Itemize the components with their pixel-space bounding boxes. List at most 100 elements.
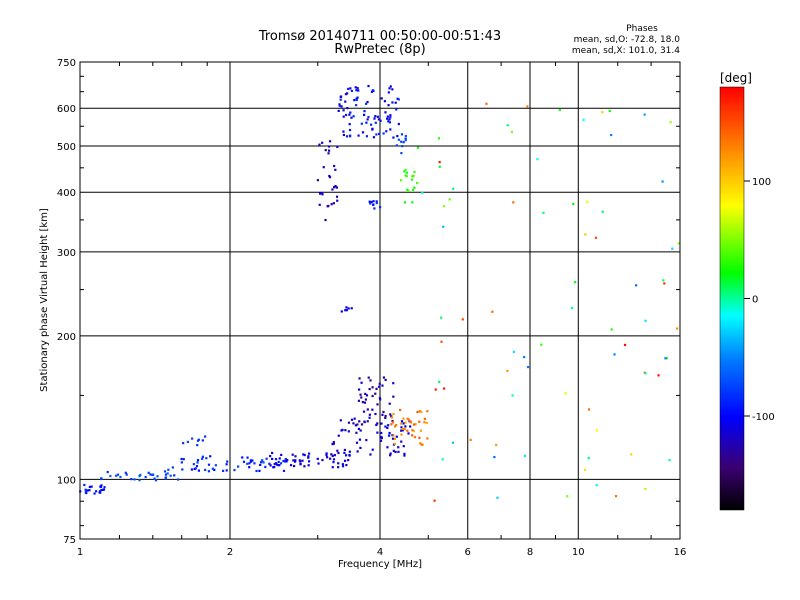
data-point (180, 457, 183, 461)
data-point (397, 450, 400, 453)
data-point (372, 203, 375, 206)
data-point (265, 457, 268, 460)
data-point (274, 462, 278, 465)
data-point (644, 319, 647, 322)
data-point (340, 105, 343, 108)
data-point (307, 455, 310, 458)
data-point (350, 418, 354, 421)
data-point (392, 395, 395, 398)
data-point (196, 444, 199, 447)
data-point (413, 436, 417, 439)
data-point (355, 431, 358, 434)
data-point (169, 474, 172, 477)
data-point (392, 412, 395, 416)
data-point (412, 429, 415, 433)
data-point (379, 398, 382, 401)
data-point (332, 202, 335, 205)
data-point (100, 484, 103, 487)
data-point (381, 413, 384, 416)
colorbar-tick-label: -100 (752, 412, 775, 423)
data-point (171, 466, 174, 469)
data-point (327, 149, 331, 152)
data-point (451, 441, 455, 444)
data-point (334, 168, 337, 171)
data-point (361, 400, 364, 404)
data-point (440, 316, 443, 319)
data-point (361, 131, 365, 134)
x-tick-label: 10 (572, 547, 585, 558)
data-point (338, 104, 341, 107)
data-point (420, 410, 423, 414)
data-point (348, 113, 351, 116)
data-point (307, 464, 310, 467)
data-point (327, 152, 330, 155)
data-point (330, 203, 333, 206)
data-point (384, 378, 387, 382)
data-point (390, 416, 394, 419)
data-point (403, 427, 406, 431)
data-point (381, 384, 384, 387)
data-point (356, 423, 359, 426)
data-point (405, 175, 408, 178)
data-point (99, 485, 102, 489)
data-point (564, 392, 567, 395)
x-axis-ticks: 1 2 4 6 8 10 16 (77, 62, 686, 558)
data-point (301, 459, 304, 462)
data-point (225, 469, 228, 472)
y-tick-label: 200 (57, 332, 76, 343)
data-point (352, 115, 355, 118)
data-point (601, 210, 604, 213)
x-tick-label: 1 (77, 547, 83, 558)
data-point (374, 412, 377, 416)
data-point (344, 113, 348, 117)
data-point (197, 438, 200, 441)
data-point (582, 118, 585, 121)
data-point (106, 470, 109, 474)
y-tick-label: 300 (57, 248, 76, 259)
data-point (388, 402, 391, 405)
data-point (307, 452, 311, 455)
data-point (186, 440, 190, 444)
data-point (190, 468, 193, 471)
data-point (331, 443, 334, 446)
data-point (331, 466, 334, 469)
data-point (404, 134, 407, 138)
data-point (103, 486, 106, 489)
data-point (201, 455, 205, 458)
data-point (416, 181, 419, 185)
data-point (156, 475, 159, 478)
data-point (336, 199, 339, 202)
data-point (380, 437, 383, 440)
data-point (164, 473, 168, 476)
data-point (440, 340, 443, 343)
data-point (442, 225, 445, 228)
data-point (144, 475, 147, 479)
data-point (397, 98, 400, 101)
data-point (434, 388, 437, 391)
data-point (349, 111, 352, 114)
data-point (393, 425, 397, 428)
data-point (369, 453, 372, 456)
data-point (139, 473, 142, 476)
data-point (367, 115, 370, 119)
data-point (205, 457, 208, 460)
colorbar-tick-label: 0 (752, 295, 758, 306)
data-point (418, 410, 421, 413)
data-point (316, 457, 319, 460)
data-point (414, 423, 417, 426)
data-point (369, 379, 372, 382)
data-point (182, 442, 185, 445)
data-point (401, 145, 404, 148)
data-point (204, 468, 207, 472)
data-point (506, 124, 509, 127)
data-point (372, 136, 376, 139)
data-point (350, 89, 354, 92)
data-point (416, 410, 419, 414)
data-point (386, 115, 389, 118)
data-point (587, 408, 591, 411)
data-point (363, 113, 366, 116)
data-point (379, 439, 383, 442)
data-point (269, 464, 272, 467)
data-point (394, 101, 397, 104)
data-point (357, 89, 360, 92)
